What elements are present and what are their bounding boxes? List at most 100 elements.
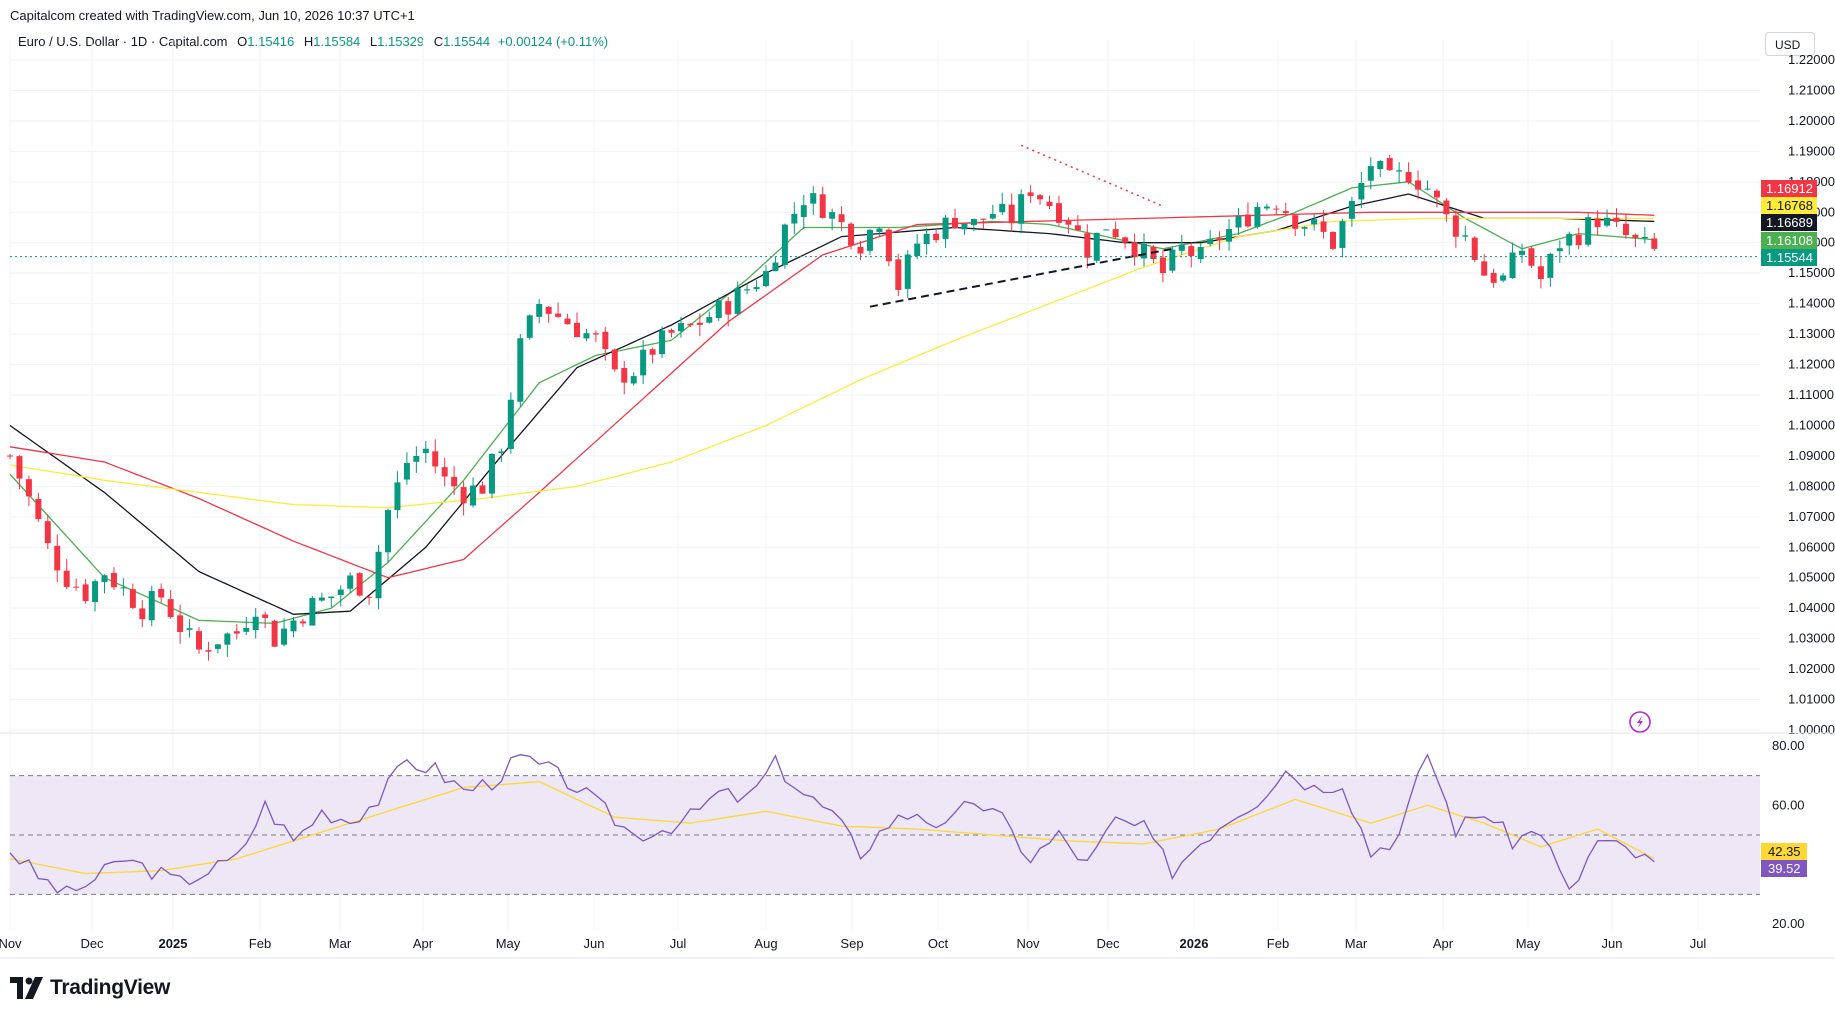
x-tick-label: Aug bbox=[754, 936, 777, 951]
candle-body bbox=[1566, 233, 1573, 246]
candle-body bbox=[1537, 266, 1544, 280]
candle-body bbox=[999, 203, 1006, 213]
candle-body bbox=[299, 621, 306, 624]
candle-body bbox=[479, 485, 486, 494]
candle-body bbox=[347, 575, 354, 589]
candle-body bbox=[781, 224, 788, 265]
candle-body bbox=[63, 570, 70, 587]
candle-body bbox=[942, 217, 949, 239]
candle-body bbox=[271, 620, 278, 647]
candle-body bbox=[252, 616, 259, 631]
candle-body bbox=[441, 467, 448, 477]
candle-body bbox=[1396, 170, 1403, 172]
y-tick-label: 1.13000 bbox=[1788, 326, 1835, 341]
price-tag: 1.16108 bbox=[1761, 232, 1817, 249]
candle-body bbox=[1093, 232, 1100, 261]
candle-body bbox=[677, 323, 684, 332]
candle-body bbox=[1585, 217, 1592, 245]
candle-body bbox=[1547, 253, 1554, 278]
tradingview-logo[interactable]: TradingView bbox=[10, 976, 170, 1000]
candle-body bbox=[1367, 166, 1374, 181]
candle-body bbox=[885, 229, 892, 262]
rsi-tag-bg bbox=[1761, 860, 1807, 877]
candle-body bbox=[574, 322, 580, 338]
rsi-tag: 39.52 bbox=[1761, 860, 1807, 877]
candle-body bbox=[961, 223, 968, 230]
lightning-icon[interactable] bbox=[1629, 711, 1651, 733]
candle-body bbox=[366, 596, 373, 598]
candle-body bbox=[422, 448, 429, 453]
candle-body bbox=[177, 615, 184, 633]
candle-body bbox=[753, 287, 760, 290]
candle-body bbox=[592, 333, 599, 335]
candle-body bbox=[1604, 217, 1611, 226]
price-tag: 1.16689 bbox=[1761, 214, 1817, 231]
candle-body bbox=[451, 476, 458, 487]
candle-body bbox=[1169, 249, 1176, 271]
open-label: O bbox=[237, 34, 248, 49]
candle-body bbox=[763, 271, 769, 287]
symbol-title[interactable]: Euro / U.S. Dollar · 1D · Capital.com bbox=[18, 34, 228, 49]
candle-body bbox=[933, 233, 940, 241]
x-tick-label: Jun bbox=[584, 936, 605, 951]
moving-average-line bbox=[9, 193, 1655, 615]
x-tick-label: 2026 bbox=[1180, 936, 1209, 951]
x-tick-label: Apr bbox=[413, 936, 434, 951]
low-value: 1.15329 bbox=[377, 34, 425, 49]
candle-body bbox=[1330, 231, 1336, 249]
candle-body bbox=[44, 521, 51, 544]
candle-body bbox=[772, 262, 779, 272]
candle-body bbox=[413, 455, 420, 462]
x-tick-label: May bbox=[496, 936, 521, 951]
x-tick-label: Nov bbox=[1016, 936, 1040, 951]
candle-body bbox=[224, 633, 231, 645]
candle-body bbox=[1292, 215, 1299, 229]
x-tick-label: Dec bbox=[1096, 936, 1120, 951]
y-tick-label: 1.08000 bbox=[1788, 478, 1835, 493]
candle-body bbox=[706, 317, 713, 323]
candle-body bbox=[1575, 234, 1582, 246]
candle-body bbox=[545, 306, 552, 314]
candle-body bbox=[1348, 200, 1355, 219]
candle-body bbox=[876, 228, 883, 233]
candle-body bbox=[1254, 206, 1261, 227]
candle-body bbox=[980, 218, 987, 220]
rsi-ma-line bbox=[9, 780, 1655, 875]
candle-body bbox=[914, 243, 921, 257]
candle-body bbox=[687, 323, 694, 326]
moving-average-line bbox=[9, 181, 1655, 625]
price-tag-bg bbox=[1761, 214, 1817, 231]
candle-body bbox=[1481, 261, 1488, 276]
candle-body bbox=[1263, 206, 1270, 209]
candle-body bbox=[725, 301, 732, 315]
candle-body bbox=[602, 331, 609, 350]
candle-body bbox=[668, 330, 675, 333]
candle-body bbox=[857, 246, 864, 254]
candle-body bbox=[1632, 234, 1639, 238]
candle-body bbox=[1188, 246, 1195, 257]
candle-body bbox=[517, 338, 524, 402]
rsi-tick-label: 60.00 bbox=[1772, 797, 1805, 812]
candle-body bbox=[1594, 218, 1601, 228]
rsi-line bbox=[9, 753, 1655, 894]
candle-body bbox=[1471, 237, 1478, 260]
candle-body bbox=[744, 289, 751, 291]
rsi-tick-label: 80.00 bbox=[1772, 738, 1805, 753]
candle-body bbox=[1197, 246, 1204, 260]
candle-body bbox=[1377, 161, 1384, 170]
candle-body bbox=[1235, 216, 1242, 228]
candle-body bbox=[1556, 248, 1563, 252]
y-tick-label: 1.11000 bbox=[1788, 387, 1834, 402]
candle-body bbox=[555, 313, 562, 317]
currency-selector[interactable]: USD bbox=[1765, 32, 1815, 56]
candle-body bbox=[715, 300, 722, 318]
moving-average-line bbox=[9, 217, 1655, 509]
candle-body bbox=[460, 487, 467, 504]
price-tag-bg bbox=[1761, 197, 1817, 214]
candle-body bbox=[649, 349, 656, 355]
candle-body bbox=[139, 608, 146, 620]
candle-body bbox=[1301, 227, 1308, 229]
brand-name: TradingView bbox=[50, 976, 171, 999]
candle-body bbox=[895, 259, 902, 290]
